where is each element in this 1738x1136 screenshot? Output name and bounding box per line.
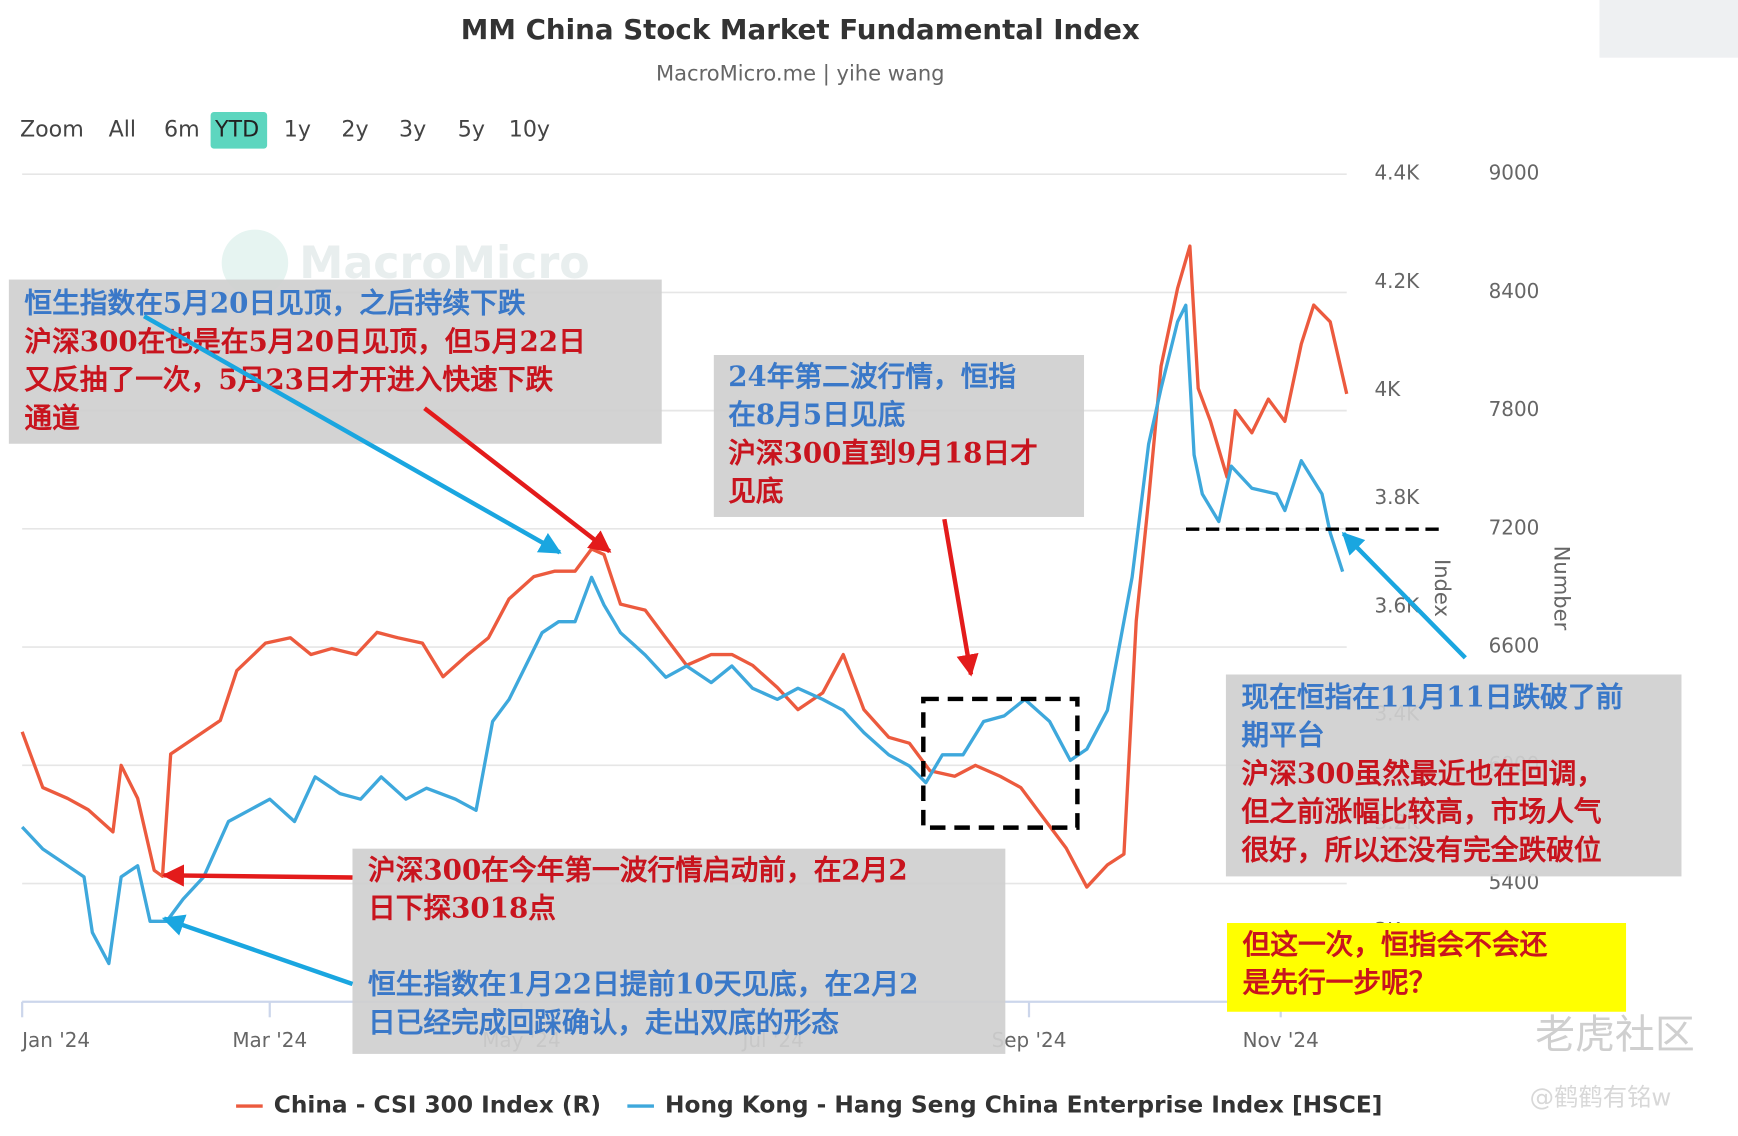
annotation-text: 日下探3018点	[368, 892, 556, 925]
zoom-button[interactable]: 1y	[284, 116, 311, 142]
y-tick-label: 6600	[1489, 634, 1540, 658]
annotation-text: 24年第二波行情，恒指	[728, 360, 1016, 393]
annotation-text: 期平台	[1241, 719, 1324, 752]
zoom-button[interactable]: 5y	[458, 116, 485, 142]
y2-tick-label: 4.2K	[1374, 269, 1420, 293]
plot	[20, 244, 1349, 966]
y2-tick-label: 4K	[1374, 377, 1401, 401]
dashed-box	[921, 696, 1080, 830]
x-tick-label: Jan '24	[20, 1028, 90, 1052]
watermark: 老虎社区	[1535, 1012, 1695, 1058]
x-tick-label: Mar '24	[232, 1028, 307, 1052]
annotation-text: 日已经完成回踩确认，走出双底的形态	[368, 1006, 839, 1039]
legend: China - CSI 300 Index (R) Hong Kong - Han…	[236, 1092, 1382, 1119]
annotation-box	[8, 279, 662, 444]
y2-tick-label: 4.4K	[1374, 161, 1420, 185]
zoom-button[interactable]: YTD	[214, 116, 259, 142]
annotation-text: 沪深300在今年第一波行情启动前，在2月2	[368, 853, 908, 886]
annotation-text: 沪深300直到9月18日才	[728, 436, 1038, 469]
annotation-text: 在8月5日见底	[728, 398, 905, 431]
annotation-text: 通道	[24, 401, 80, 434]
series-line	[20, 303, 1345, 966]
y-tick-label: 8400	[1489, 279, 1540, 303]
y2-tick-label: 3.8K	[1374, 485, 1420, 509]
y-tick-label: 9000	[1489, 161, 1540, 185]
zoom-button[interactable]: All	[109, 116, 136, 142]
annotation-text: 但之前涨幅比较高，市场人气	[1241, 795, 1601, 828]
annotation-text: 沪深300在也是在5月20日见顶，但5月22日	[24, 325, 585, 358]
annotation-box	[352, 848, 1006, 1054]
y-tick-label: 7800	[1489, 397, 1540, 421]
annotation-box	[1225, 674, 1682, 877]
zoom-button[interactable]: 10y	[509, 116, 550, 142]
annotation-text: 是先行一步呢？	[1243, 966, 1437, 999]
annotation-text: 很好，所以还没有完全跌破位	[1241, 833, 1601, 866]
annotation-text: 又反抽了一次，5月23日才开进入快速下跌	[24, 363, 553, 396]
zoom-button-bg[interactable]	[210, 112, 268, 149]
watermark: @鹤鹤有铭w	[1530, 1082, 1672, 1111]
annotation-text: 沪深300虽然最近也在回调，	[1241, 757, 1604, 790]
top-panel	[1599, 0, 1738, 58]
chart-title: MM China Stock Market Fundamental Index	[461, 13, 1140, 46]
zoom-label: Zoom	[20, 116, 84, 142]
arrow	[423, 406, 612, 554]
annotation-text: 恒生指数在5月20日见顶，之后持续下跌	[24, 287, 525, 320]
zoom-button[interactable]: 3y	[399, 116, 426, 142]
annotations: 恒生指数在5月20日见顶，之后持续下跌沪深300在也是在5月20日见顶，但5月2…	[8, 279, 1682, 1054]
annotation-text: 见底	[728, 475, 784, 508]
y-axis-title: Number	[1550, 546, 1575, 631]
arrow	[142, 314, 562, 555]
annotation-text: 恒生指数在1月22日提前10天见底，在2月2	[368, 968, 919, 1001]
arrow	[1341, 532, 1467, 660]
annotation-box	[1227, 923, 1627, 1012]
annotation-text: 但这一次，恒指会不会还	[1243, 928, 1548, 961]
x-tick-label: Nov '24	[1243, 1028, 1319, 1052]
y2-axis-title: Index	[1430, 559, 1455, 617]
annotation-box	[713, 355, 1085, 517]
range-selector: Zoom All 6m YTD 1y 2y 3y 5y 10y	[20, 112, 550, 149]
chart-subtitle: MacroMicro.me | yihe wang	[656, 60, 945, 86]
arrow	[161, 864, 353, 887]
y-tick-label: 7200	[1489, 515, 1540, 539]
legend-label[interactable]: China - CSI 300 Index (R)	[274, 1092, 601, 1119]
annotation-text: 现在恒指在11月11日跌破了前	[1241, 680, 1623, 713]
arrow	[942, 518, 979, 677]
legend-label[interactable]: Hong Kong - Hang Seng China Enterprise I…	[665, 1092, 1382, 1119]
arrow	[161, 914, 354, 987]
series-line	[20, 244, 1349, 889]
zoom-button[interactable]: 2y	[341, 116, 368, 142]
zoom-button[interactable]: 6m	[164, 116, 200, 142]
arrows	[142, 314, 1467, 987]
